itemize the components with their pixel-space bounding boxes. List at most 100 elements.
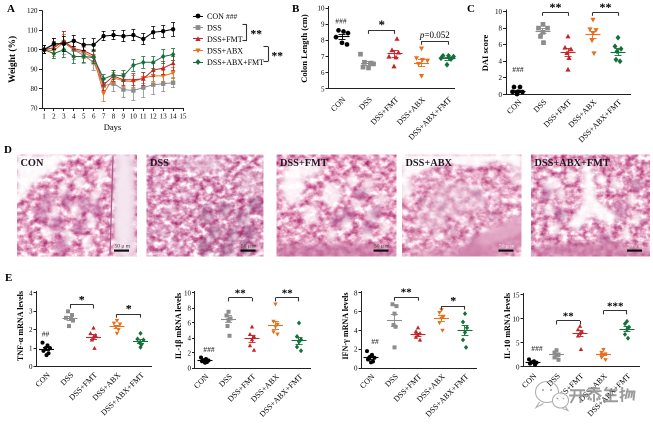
svg-text:2: 2 — [188, 349, 192, 357]
svg-text:0: 0 — [516, 363, 520, 371]
svg-text:3: 3 — [62, 113, 66, 121]
svg-text:10: 10 — [184, 289, 192, 297]
svg-text:15: 15 — [180, 113, 188, 121]
svg-text:10: 10 — [495, 8, 503, 16]
svg-text:**: ** — [600, 0, 612, 14]
svg-text:**: ** — [563, 310, 575, 322]
svg-text:7: 7 — [102, 113, 106, 121]
svg-text:###: ### — [226, 12, 238, 21]
svg-text:*: * — [79, 292, 85, 306]
svg-text:Colon Length (cm): Colon Length (cm) — [299, 14, 309, 83]
svg-text:E: E — [5, 272, 12, 284]
svg-text:50 μ m: 50 μ m — [241, 244, 257, 250]
svg-text:DSS+ABX: DSS+ABX — [207, 47, 243, 56]
svg-text:**: ** — [272, 51, 284, 63]
svg-text:8: 8 — [188, 304, 192, 312]
svg-text:CON: CON — [21, 158, 44, 169]
svg-text:1: 1 — [42, 113, 46, 121]
svg-text:2: 2 — [52, 113, 56, 121]
svg-text:*: * — [126, 302, 132, 316]
svg-text:###: ### — [512, 65, 524, 74]
svg-text:13: 13 — [160, 113, 168, 121]
svg-text:DAI score: DAI score — [480, 35, 490, 72]
svg-text:4: 4 — [354, 327, 358, 335]
svg-text:8: 8 — [354, 289, 358, 297]
svg-text:**: ** — [251, 29, 263, 41]
svg-text:TNF-α mRNA levels: TNF-α mRNA levels — [16, 291, 25, 361]
svg-text:50 μ m: 50 μ m — [115, 244, 131, 250]
svg-text:2: 2 — [354, 346, 358, 354]
svg-text:6: 6 — [92, 113, 96, 121]
svg-text:4: 4 — [188, 334, 192, 342]
svg-text:110: 110 — [27, 27, 38, 35]
svg-text:4: 4 — [499, 58, 503, 66]
svg-text:**: ** — [235, 287, 247, 299]
svg-text:9: 9 — [122, 113, 126, 121]
svg-text:0: 0 — [29, 363, 33, 371]
svg-text:5: 5 — [82, 113, 86, 121]
svg-text:DSS+FMT: DSS+FMT — [207, 35, 243, 44]
svg-text:*: * — [450, 294, 456, 308]
svg-text:10: 10 — [130, 113, 138, 121]
svg-text:100: 100 — [27, 46, 38, 54]
svg-text:0: 0 — [188, 364, 192, 372]
svg-text:**: ** — [282, 287, 294, 299]
svg-text:12: 12 — [150, 113, 158, 121]
svg-text:DSS: DSS — [150, 158, 169, 169]
svg-text:50 μ m: 50 μ m — [499, 244, 515, 250]
svg-text:2: 2 — [499, 74, 503, 82]
svg-text:7: 7 — [321, 53, 325, 61]
svg-text:50 μ m: 50 μ m — [628, 244, 644, 250]
svg-text:1: 1 — [29, 344, 33, 352]
svg-text:14: 14 — [170, 113, 178, 121]
svg-text:DSS: DSS — [207, 24, 222, 33]
svg-text:B: B — [292, 3, 300, 15]
svg-text:CON: CON — [207, 12, 224, 21]
svg-text:A: A — [7, 3, 15, 15]
svg-text:DSS+ABX+FMT: DSS+ABX+FMT — [535, 158, 610, 169]
svg-text:DSS+ABX: DSS+ABX — [406, 158, 453, 169]
svg-text:4: 4 — [72, 113, 76, 121]
svg-text:11: 11 — [140, 113, 147, 121]
svg-text:5: 5 — [516, 339, 520, 347]
svg-text:D: D — [4, 144, 12, 156]
svg-text:120: 120 — [27, 7, 38, 15]
svg-text:8: 8 — [112, 113, 116, 121]
svg-text:DSS+ABX+FMT: DSS+ABX+FMT — [207, 58, 264, 67]
svg-text:10: 10 — [318, 4, 326, 12]
svg-text:Days: Days — [104, 122, 121, 132]
svg-text:###: ### — [335, 16, 347, 25]
svg-text:##: ## — [42, 330, 50, 339]
svg-text:80: 80 — [31, 85, 39, 93]
svg-text:10: 10 — [513, 315, 521, 323]
svg-text:p=0.052: p=0.052 — [419, 30, 450, 40]
svg-text:15: 15 — [513, 291, 521, 299]
svg-text:70: 70 — [31, 104, 39, 112]
svg-text:6: 6 — [321, 69, 325, 77]
svg-text:0: 0 — [499, 91, 503, 99]
svg-text:2: 2 — [29, 326, 33, 334]
svg-text:C: C — [467, 3, 475, 15]
svg-text:Weight (%): Weight (%) — [7, 36, 18, 83]
svg-text:8: 8 — [499, 24, 503, 32]
svg-text:3: 3 — [29, 308, 33, 316]
svg-text:4: 4 — [29, 289, 33, 297]
svg-text:##: ## — [371, 337, 379, 346]
svg-text:0: 0 — [354, 364, 358, 372]
svg-text:6: 6 — [499, 41, 503, 49]
svg-text:***: *** — [607, 300, 624, 312]
svg-text:*: * — [379, 17, 386, 32]
svg-text:8: 8 — [321, 37, 325, 45]
svg-text:6: 6 — [188, 319, 192, 327]
svg-text:**: ** — [401, 287, 413, 299]
svg-text:DSS+FMT: DSS+FMT — [280, 158, 328, 169]
svg-text:IL-1β mRNA levels: IL-1β mRNA levels — [174, 293, 183, 359]
svg-text:50 μ m: 50 μ m — [374, 244, 390, 250]
svg-text:IL-10 mRNA levels: IL-10 mRNA levels — [503, 293, 512, 359]
svg-text:###: ### — [531, 344, 543, 353]
svg-text:**: ** — [550, 0, 562, 14]
svg-text:IFN-γ mRNA levels: IFN-γ mRNA levels — [341, 292, 350, 359]
svg-text:###: ### — [203, 345, 215, 354]
svg-text:6: 6 — [354, 308, 358, 316]
svg-text:90: 90 — [31, 66, 39, 74]
